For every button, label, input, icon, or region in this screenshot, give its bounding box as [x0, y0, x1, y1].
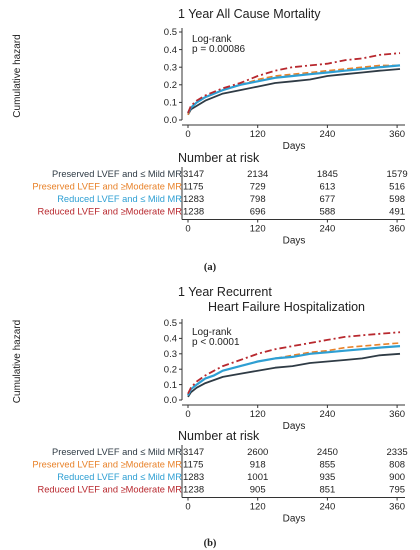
x-tick-label: 360	[389, 409, 405, 420]
x-tick-label: 0	[185, 409, 190, 420]
risk-row-label: Reduced LVEF and ≥Moderate MR	[38, 485, 183, 495]
x-tick-label: 120	[250, 409, 266, 420]
series-line-4	[187, 52, 401, 114]
y-tick-label: 0.2	[164, 364, 177, 375]
x-tick-label: 120	[250, 129, 266, 140]
x-tick-label: 0	[185, 129, 190, 140]
risk-cell: 1001	[247, 472, 268, 483]
risk-table-title: Number at risk	[178, 429, 260, 443]
risk-cell: 1283	[183, 194, 204, 205]
risk-x-tick-label: 360	[389, 502, 405, 513]
risk-cell: 795	[389, 485, 405, 496]
risk-x-tick-label: 240	[319, 224, 335, 235]
logrank-label: Log-rank	[192, 34, 232, 45]
panel-a: 1 Year All Cause Mortality Cumulative haz…	[12, 7, 408, 273]
x-tick-label: 240	[319, 129, 335, 140]
chart-title: 1 Year All Cause Mortality	[178, 7, 321, 21]
risk-cell: 613	[319, 182, 335, 193]
y-tick-label: 0.2	[164, 80, 177, 91]
risk-row-label: Reduced LVEF and ≥Moderate MR	[38, 207, 183, 217]
y-tick-label: 0.3	[164, 349, 177, 360]
y-axis-label: Cumulative hazard	[12, 320, 23, 403]
x-tick-label: 240	[319, 409, 335, 420]
logrank-pvalue: p = 0.00086	[192, 44, 246, 55]
risk-x-axis-label: Days	[283, 514, 306, 525]
chart-subtitle: Heart Failure Hospitalization	[208, 300, 365, 314]
series-line-4	[187, 331, 401, 395]
risk-cell: 905	[250, 485, 266, 496]
risk-cell: 2600	[247, 447, 268, 458]
risk-cell: 851	[319, 485, 335, 496]
risk-row-label: Preserved LVEF and ≤ Mild MR	[52, 169, 182, 179]
x-axis-label: Days	[283, 141, 306, 152]
panel-caption: (a)	[204, 262, 217, 273]
risk-cell: 855	[319, 460, 335, 471]
series-line-3	[187, 345, 401, 396]
y-tick-label: 0.5	[164, 318, 177, 329]
x-tick-label: 360	[389, 129, 405, 140]
risk-cell: 935	[319, 472, 335, 483]
risk-cell: 1238	[183, 207, 204, 218]
risk-table-title: Number at risk	[178, 151, 260, 165]
risk-cell: 808	[389, 460, 405, 471]
series-line-3	[187, 64, 401, 114]
risk-cell: 918	[250, 460, 266, 471]
risk-x-tick-label: 120	[250, 224, 266, 235]
risk-row-label: Preserved LVEF and ≥Moderate MR	[32, 182, 182, 192]
risk-cell: 2134	[247, 169, 268, 180]
risk-row-label: Reduced LVEF and ≤ Mild MR	[57, 472, 182, 482]
risk-x-tick-label: 0	[185, 502, 190, 513]
risk-row-label: Reduced LVEF and ≤ Mild MR	[57, 194, 182, 204]
risk-x-tick-label: 0	[185, 224, 190, 235]
y-tick-label: 0.0	[164, 395, 177, 406]
risk-row-label: Preserved LVEF and ≤ Mild MR	[52, 447, 182, 457]
chart-title: 1 Year Recurrent	[178, 285, 272, 299]
risk-cell: 677	[319, 194, 335, 205]
risk-cell: 1175	[183, 460, 203, 471]
risk-cell: 3147	[183, 447, 204, 458]
panel-caption: (b)	[204, 538, 217, 549]
y-tick-label: 0.4	[164, 45, 177, 56]
risk-cell: 2450	[317, 447, 338, 458]
risk-cell: 798	[250, 194, 266, 205]
risk-cell: 1238	[183, 485, 204, 496]
risk-cell: 1845	[317, 169, 338, 180]
risk-cell: 598	[389, 194, 405, 205]
risk-cell: 3147	[183, 169, 204, 180]
risk-cell: 900	[389, 472, 405, 483]
risk-x-tick-label: 360	[389, 224, 405, 235]
risk-x-axis-label: Days	[283, 236, 306, 247]
risk-cell: 1283	[183, 472, 204, 483]
logrank-label: Log-rank	[192, 327, 232, 338]
series-line-1	[187, 352, 401, 398]
risk-cell: 729	[250, 182, 266, 193]
risk-x-tick-label: 120	[250, 502, 266, 513]
risk-cell: 516	[389, 182, 405, 193]
risk-cell: 1579	[387, 169, 408, 180]
risk-row-label: Preserved LVEF and ≥Moderate MR	[32, 460, 182, 470]
y-tick-label: 0.0	[164, 115, 177, 126]
y-tick-label: 0.1	[164, 380, 177, 391]
x-axis-label: Days	[283, 421, 306, 432]
risk-cell: 2335	[387, 447, 408, 458]
y-tick-label: 0.1	[164, 98, 177, 109]
risk-cell: 1175	[183, 182, 203, 193]
series-line-1	[187, 68, 401, 116]
y-tick-label: 0.4	[164, 334, 177, 345]
y-axis-label: Cumulative hazard	[12, 34, 23, 117]
risk-x-tick-label: 240	[319, 502, 335, 513]
logrank-pvalue: p < 0.0001	[192, 337, 240, 348]
risk-cell: 588	[319, 207, 335, 218]
risk-cell: 491	[389, 207, 405, 218]
y-tick-label: 0.5	[164, 27, 177, 38]
risk-cell: 696	[250, 207, 266, 218]
y-tick-label: 0.3	[164, 62, 177, 73]
